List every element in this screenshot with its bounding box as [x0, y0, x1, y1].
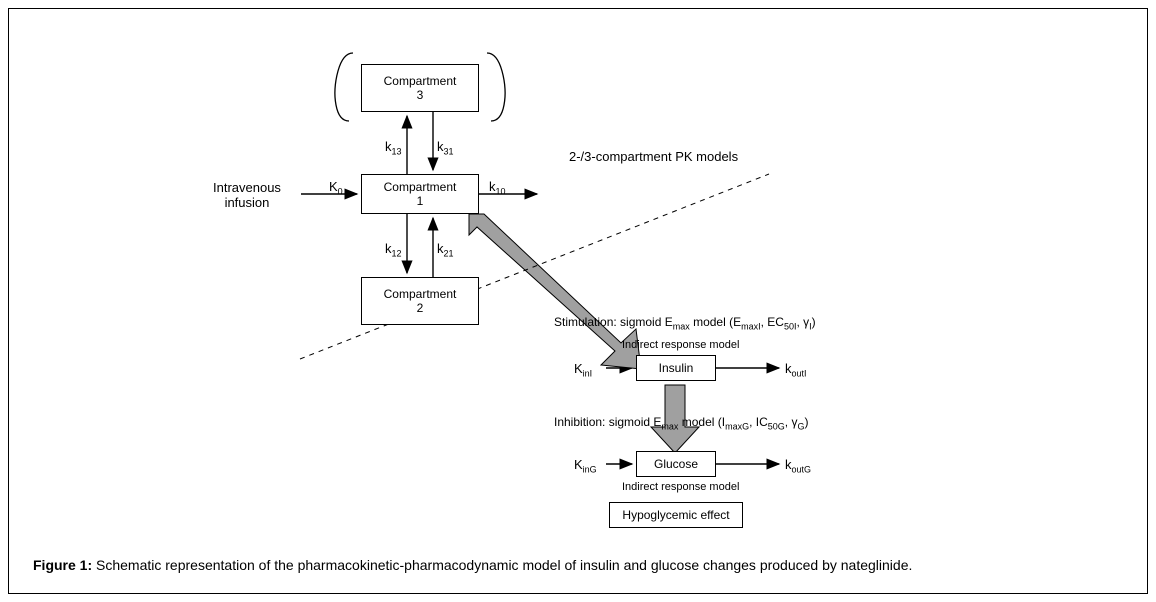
- koutI-label: koutI: [785, 361, 807, 379]
- k12-label: k12: [385, 241, 402, 259]
- intravenous-infusion-label: Intravenous infusion: [213, 180, 281, 210]
- koutG-label: koutG: [785, 457, 811, 475]
- compartment-1-num: 1: [417, 194, 424, 208]
- glucose-label: Glucose: [654, 457, 698, 471]
- stimulation-label: Stimulation: sigmoid Emax model (EmaxI, …: [554, 315, 816, 331]
- indirect-response-model-2-label: Indirect response model: [622, 481, 739, 493]
- inhibition-label: Inhibition: sigmoid Emax model (ImaxG, I…: [554, 415, 808, 431]
- figure-caption-bold: Figure 1:: [33, 557, 92, 573]
- kinI-label: KinI: [574, 361, 592, 379]
- compartment-1-box: Compartment 1: [361, 174, 479, 214]
- compartment-1-label: Compartment: [384, 180, 457, 194]
- k0-label: K0: [329, 179, 343, 197]
- compartment-3-box: Compartment 3: [361, 64, 479, 112]
- compartment-3-label: Compartment: [384, 74, 457, 88]
- k31-label: k31: [437, 139, 454, 157]
- hypoglycemic-effect-box: Hypoglycemic effect: [609, 502, 743, 528]
- k21-label: k21: [437, 241, 454, 259]
- insulin-label: Insulin: [659, 361, 694, 375]
- hypoglycemic-effect-label: Hypoglycemic effect: [622, 508, 729, 522]
- compartment-3-num: 3: [417, 88, 424, 102]
- kinG-label: KinG: [574, 457, 597, 475]
- diagram-svg: [9, 9, 1149, 595]
- outer-frame: Compartment 3 Compartment 1 Compartment …: [8, 8, 1148, 594]
- k10-label: k10: [489, 179, 506, 197]
- compartment-2-label: Compartment: [384, 287, 457, 301]
- glucose-box: Glucose: [636, 451, 716, 477]
- indirect-response-model-1-label: Indirect response model: [622, 339, 739, 351]
- compartment-2-num: 2: [417, 301, 424, 315]
- compartment-2-box: Compartment 2: [361, 277, 479, 325]
- insulin-box: Insulin: [636, 355, 716, 381]
- pk-models-label: 2-/3-compartment PK models: [569, 149, 738, 164]
- k13-label: k13: [385, 139, 402, 157]
- figure-caption-text: Schematic representation of the pharmaco…: [92, 557, 912, 573]
- figure-caption: Figure 1: Schematic representation of th…: [33, 557, 912, 573]
